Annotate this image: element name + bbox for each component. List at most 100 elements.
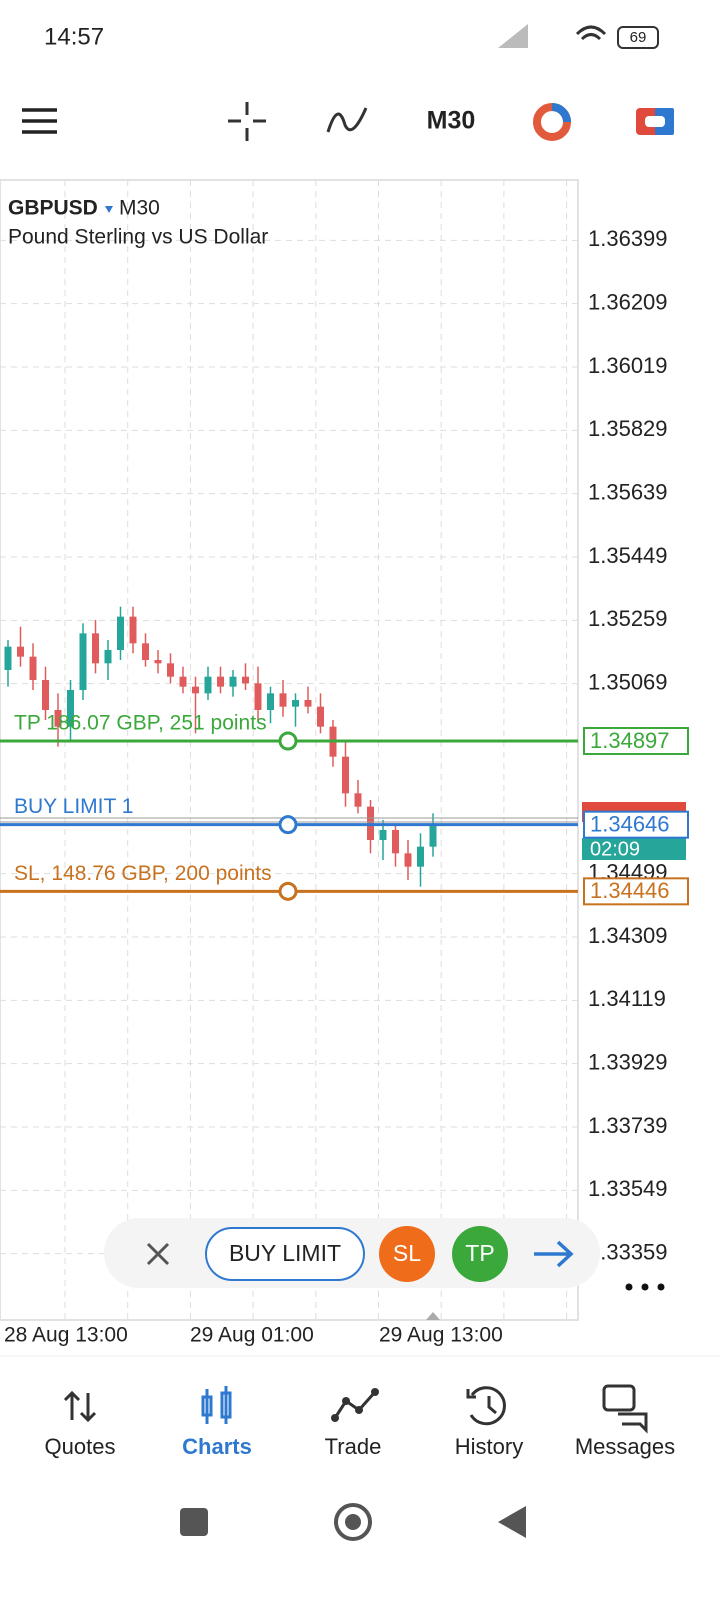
- candle-body: [317, 706, 324, 727]
- candle-body: [179, 676, 187, 687]
- level-label: TP 186.07 GBP, 251 points: [14, 712, 267, 735]
- y-tick-label: 1.33739: [588, 1113, 668, 1138]
- sl-button[interactable]: [379, 1226, 435, 1282]
- signal-icon: [498, 24, 528, 48]
- home-button[interactable]: [334, 1503, 372, 1541]
- countdown-box: [582, 838, 686, 860]
- level-price-box: [583, 877, 689, 906]
- tp-label: TP: [465, 1240, 494, 1266]
- level-handle[interactable]: [278, 731, 298, 751]
- nav-item[interactable]: Quotes: [45, 1434, 116, 1459]
- home-button-dot: [345, 1514, 361, 1530]
- candle-body: [279, 693, 287, 707]
- nav-item[interactable]: Messages: [575, 1434, 675, 1459]
- wifi-icon: [575, 25, 607, 41]
- chart-timeframe: M30: [119, 197, 160, 220]
- candle-body: [404, 853, 412, 867]
- candle-body: [167, 663, 174, 677]
- x-tick-label: 29 Aug 01:00: [190, 1324, 314, 1347]
- indicators-button[interactable]: [326, 107, 368, 133]
- nav-item[interactable]: History: [455, 1434, 523, 1459]
- level-price: 1.34897: [590, 728, 670, 753]
- battery-icon: [617, 26, 659, 49]
- candle-body: [142, 643, 149, 660]
- y-tick-label: 1.35069: [588, 669, 668, 694]
- level-handle[interactable]: [278, 815, 298, 835]
- level-price: 1.34646: [590, 811, 670, 836]
- y-tick-label: 1.33359: [588, 1239, 668, 1264]
- candle-body: [67, 690, 74, 727]
- timeframe-button[interactable]: M30: [427, 107, 476, 135]
- trade-button-accent: [551, 103, 571, 123]
- candle-body: [29, 656, 37, 680]
- candle-body: [42, 680, 49, 710]
- candle-body: [429, 823, 437, 847]
- candle-body: [217, 676, 224, 687]
- nav-item[interactable]: Charts: [182, 1434, 252, 1459]
- candle-body: [354, 793, 362, 807]
- y-tick-label: 1.35639: [588, 479, 668, 504]
- buy-limit-label: BUY LIMIT: [229, 1240, 341, 1266]
- candle-body: [129, 616, 137, 644]
- candle-body: [229, 676, 237, 687]
- charts-icon: [201, 1386, 232, 1424]
- candle-body: [117, 616, 124, 650]
- status-time: 14:57: [44, 23, 104, 50]
- tp-button[interactable]: [452, 1226, 508, 1282]
- y-tick-label: 1.36399: [588, 226, 668, 251]
- y-tick-label: 1.35829: [588, 416, 668, 441]
- y-tick-label: 1.33549: [588, 1176, 668, 1201]
- candle-body: [292, 700, 299, 707]
- candle-body: [379, 830, 387, 840]
- candle-body: [254, 683, 262, 710]
- nav-item[interactable]: Trade: [325, 1434, 382, 1459]
- level-price-box: [583, 727, 689, 755]
- buy-limit-button[interactable]: [205, 1227, 365, 1281]
- candle-body: [17, 646, 24, 657]
- candle-body: [92, 633, 99, 664]
- more-button[interactable]: [625, 1283, 665, 1291]
- candle-body: [192, 686, 199, 694]
- level-label: BUY LIMIT 1: [14, 795, 133, 818]
- chart: 1.36399 1.36209 1.36019 1.35829 1.35639 1.354…: [0, 179, 689, 1347]
- y-tick-label: 1.35449: [588, 543, 668, 568]
- navigation: Quotes Charts Trade History Messages: [45, 1434, 676, 1459]
- battery-level: 69: [630, 29, 647, 46]
- chart-title: Pound Sterling vs US Dollar: [8, 226, 268, 249]
- menu-button[interactable]: [22, 108, 57, 134]
- y-tick-label: 1.34309: [588, 923, 668, 948]
- symbol-dropdown[interactable]: [105, 206, 113, 213]
- messages-icon: [602, 1384, 648, 1434]
- x-tick-label: 29 Aug 13:00: [379, 1324, 503, 1347]
- time-marker: [426, 1312, 440, 1320]
- y-tick-label: 1.35259: [588, 606, 668, 631]
- candle-body: [154, 660, 162, 664]
- history-icon: [466, 1386, 506, 1426]
- level-label: SL, 148.76 GBP, 200 points: [14, 862, 272, 885]
- candle-body: [54, 710, 62, 727]
- symbol[interactable]: GBPUSD: [8, 197, 98, 220]
- recents-button[interactable]: [180, 1508, 208, 1536]
- next-button[interactable]: [534, 1240, 574, 1268]
- countdown: 02:09: [590, 838, 640, 860]
- close-button[interactable]: [146, 1242, 170, 1266]
- candle-body: [417, 846, 424, 867]
- candle-body: [342, 756, 349, 794]
- sl-label: SL: [393, 1240, 421, 1266]
- candle-body: [304, 700, 312, 707]
- level-price: 1.34446: [590, 878, 670, 903]
- level-price-box: [583, 810, 689, 839]
- crosshair-button[interactable]: [228, 102, 266, 141]
- x-tick-label: 28 Aug 13:00: [4, 1324, 128, 1347]
- candle-body: [4, 646, 12, 670]
- candle-body: [242, 676, 249, 684]
- y-tick-label: 1.36019: [588, 353, 668, 378]
- trade-icon: [331, 1388, 379, 1422]
- back-button[interactable]: [498, 1506, 526, 1538]
- y-tick-label: 1.36209: [588, 289, 668, 314]
- candle-body: [267, 693, 274, 710]
- y-tick-label: 1.34119: [588, 986, 666, 1011]
- candle-body: [392, 830, 399, 854]
- level-handle[interactable]: [278, 881, 298, 901]
